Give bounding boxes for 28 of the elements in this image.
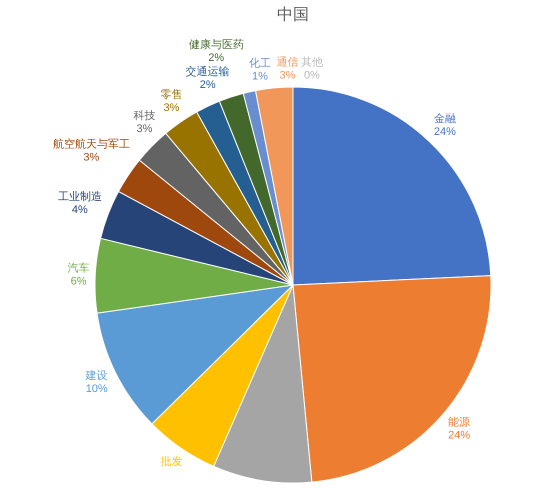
slice-label: 工业制造 bbox=[58, 191, 102, 204]
data-label: 3% bbox=[164, 102, 180, 114]
slice-label: 能源 bbox=[448, 416, 470, 429]
data-label: 2% bbox=[208, 52, 224, 64]
data-label: 24% bbox=[448, 430, 470, 442]
data-label: 1% bbox=[252, 70, 268, 82]
data-label: 24% bbox=[434, 126, 456, 138]
slice-label: 交通运输 bbox=[186, 66, 230, 78]
data-label: 3% bbox=[136, 123, 152, 136]
data-label: 3% bbox=[83, 151, 100, 164]
slice-label: 科技 bbox=[134, 110, 156, 122]
data-label: 0% bbox=[304, 69, 320, 82]
slice-label: 金融 bbox=[434, 113, 456, 126]
data-label: 2% bbox=[200, 79, 216, 92]
slice-label: 航空航天与军工 bbox=[52, 138, 130, 150]
slice-label: 化工 bbox=[249, 58, 271, 70]
data-label: 10% bbox=[86, 382, 108, 395]
slice-label: 汽车 bbox=[68, 262, 90, 274]
slice-label: 健康与医药 bbox=[188, 38, 244, 51]
slice-label: 建设 bbox=[86, 370, 108, 382]
chart-title: 中国 bbox=[277, 6, 309, 24]
slice-label: 其他 bbox=[300, 56, 323, 68]
data-label: 4% bbox=[72, 204, 88, 216]
data-label: 6% bbox=[70, 275, 87, 288]
slice-label: 零售 bbox=[160, 89, 182, 102]
data-label: 3% bbox=[280, 69, 296, 82]
slice-label: 通信 bbox=[276, 56, 298, 68]
slice-label: 批发 bbox=[160, 456, 182, 468]
